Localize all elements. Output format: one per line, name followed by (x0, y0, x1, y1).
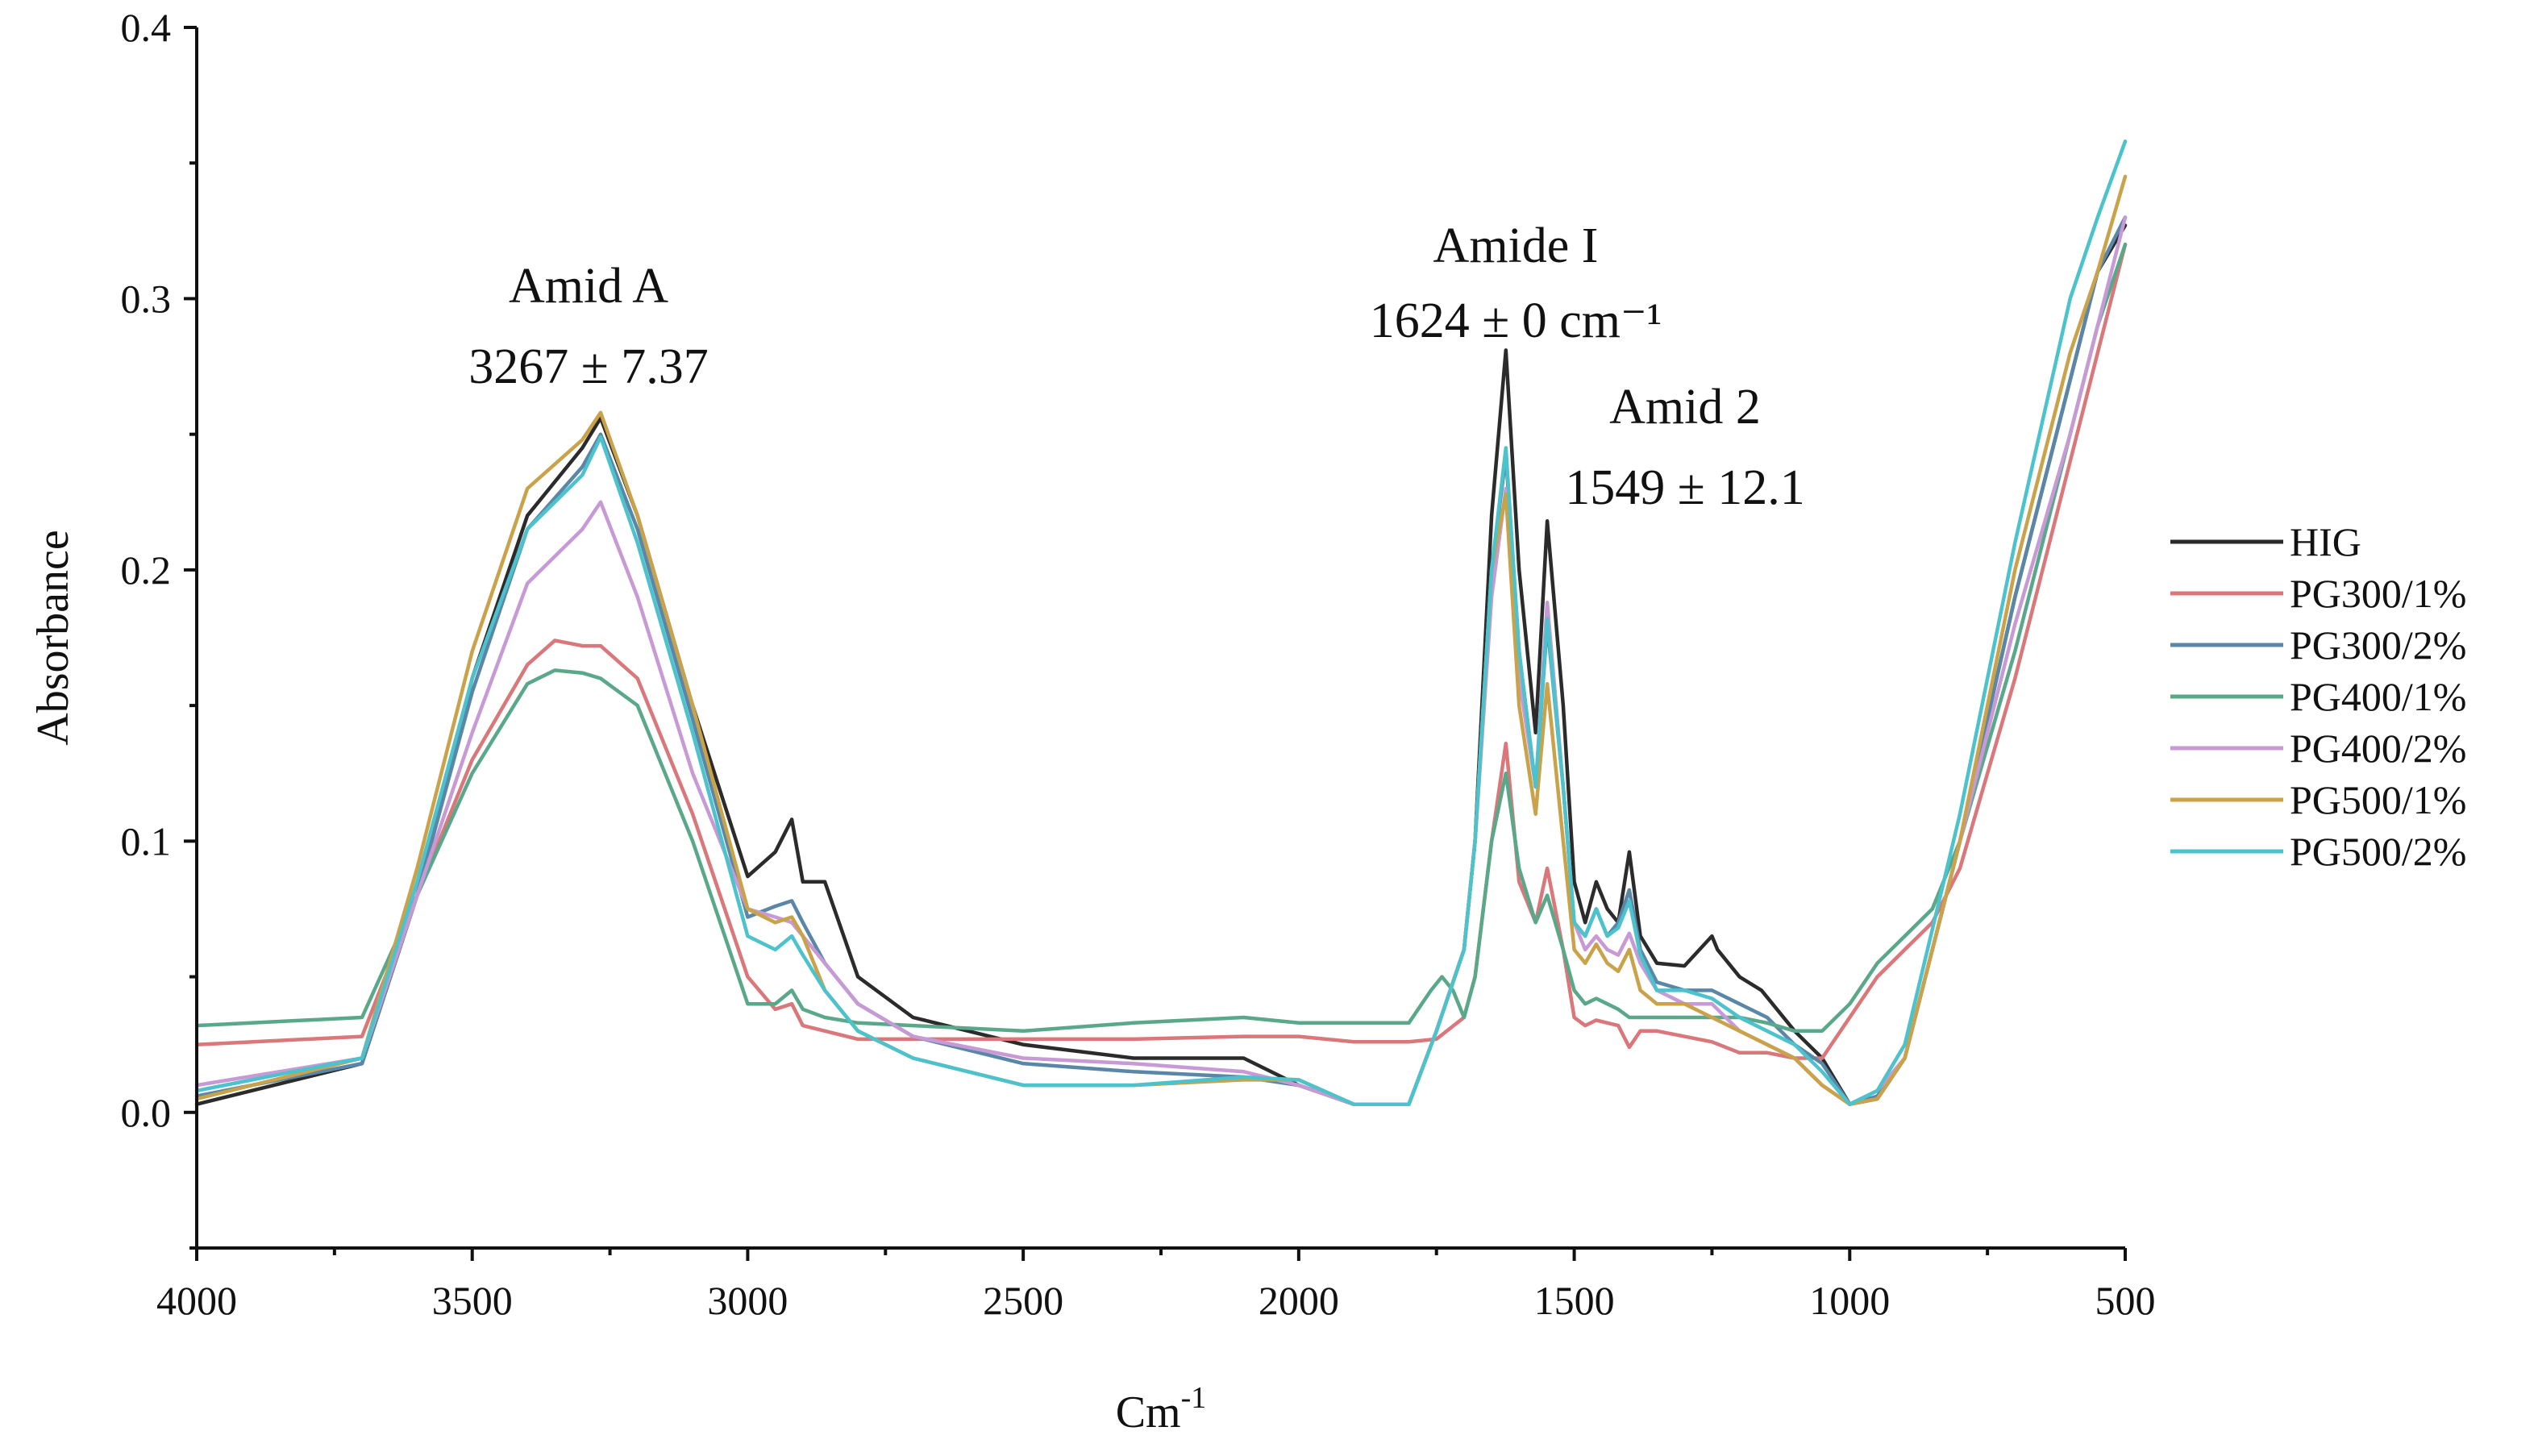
y-tick-label: 0.0 (121, 1090, 172, 1135)
x-tick-label: 3000 (707, 1278, 788, 1323)
x-tick-label: 2500 (983, 1278, 1063, 1323)
y-tick-label: 0.1 (121, 818, 172, 863)
x-tick-label: 4000 (156, 1278, 237, 1323)
y-tick-label: 0.4 (121, 5, 172, 50)
x-axis-label: Cm-1 (1116, 1381, 1207, 1437)
x-tick-label: 1500 (1534, 1278, 1615, 1323)
series-line-pg400-1- (194, 242, 2128, 1034)
series-line-hig (194, 223, 2128, 1106)
series-line-pg500-2- (194, 139, 2128, 1106)
legend-label: PG500/2% (2290, 829, 2466, 874)
x-tick-label: 3500 (432, 1278, 513, 1323)
legend-label: PG500/1% (2290, 777, 2466, 822)
x-tick-label: 500 (2095, 1278, 2156, 1323)
peak-annotation-line: 1624 ± 0 cm⁻¹ (1370, 293, 1662, 348)
y-tick-label: 0.3 (121, 276, 172, 321)
legend-label: PG300/1% (2290, 571, 2466, 616)
annotations-group: Amid A 3267 ± 7.37 Amide I 1624 ± 0 cm⁻¹ Ami… (468, 218, 1805, 515)
peak-annotation-line: Amid A (509, 259, 668, 314)
x-axis-label-superscript: -1 (1181, 1381, 1207, 1415)
series-line-pg300-1- (194, 242, 2128, 1060)
peak-annotation-line: Amid 2 (1609, 380, 1761, 435)
x-tick-label: 1000 (1809, 1278, 1890, 1323)
peak-annotation-line: 1549 ± 12.1 (1565, 460, 1805, 515)
x-tick-label: 2000 (1259, 1278, 1339, 1323)
legend-label: HIG (2290, 519, 2361, 564)
x-axis-label-base: Cm (1116, 1387, 1181, 1437)
series-group (194, 139, 2128, 1106)
legend: HIG PG300/1% PG300/2% PG400/1% PG400/2% PG500… (2170, 519, 2466, 874)
y-ticks-group: 0.0 0.1 0.2 0.3 0.4 (121, 5, 197, 1250)
legend-label: PG400/2% (2290, 726, 2466, 771)
peak-annotation-line: Amide I (1433, 218, 1599, 273)
legend-label: PG300/2% (2290, 622, 2466, 668)
legend-label: PG400/1% (2290, 674, 2466, 719)
x-ticks-group: 4000 3500 3000 2500 2000 1500 1000 500 (156, 1248, 2156, 1323)
y-axis-label: Absorbance (28, 530, 78, 745)
series-line-pg500-1- (194, 174, 2128, 1106)
y-tick-label: 0.2 (121, 547, 172, 593)
peak-annotation-line: 3267 ± 7.37 (468, 339, 709, 394)
